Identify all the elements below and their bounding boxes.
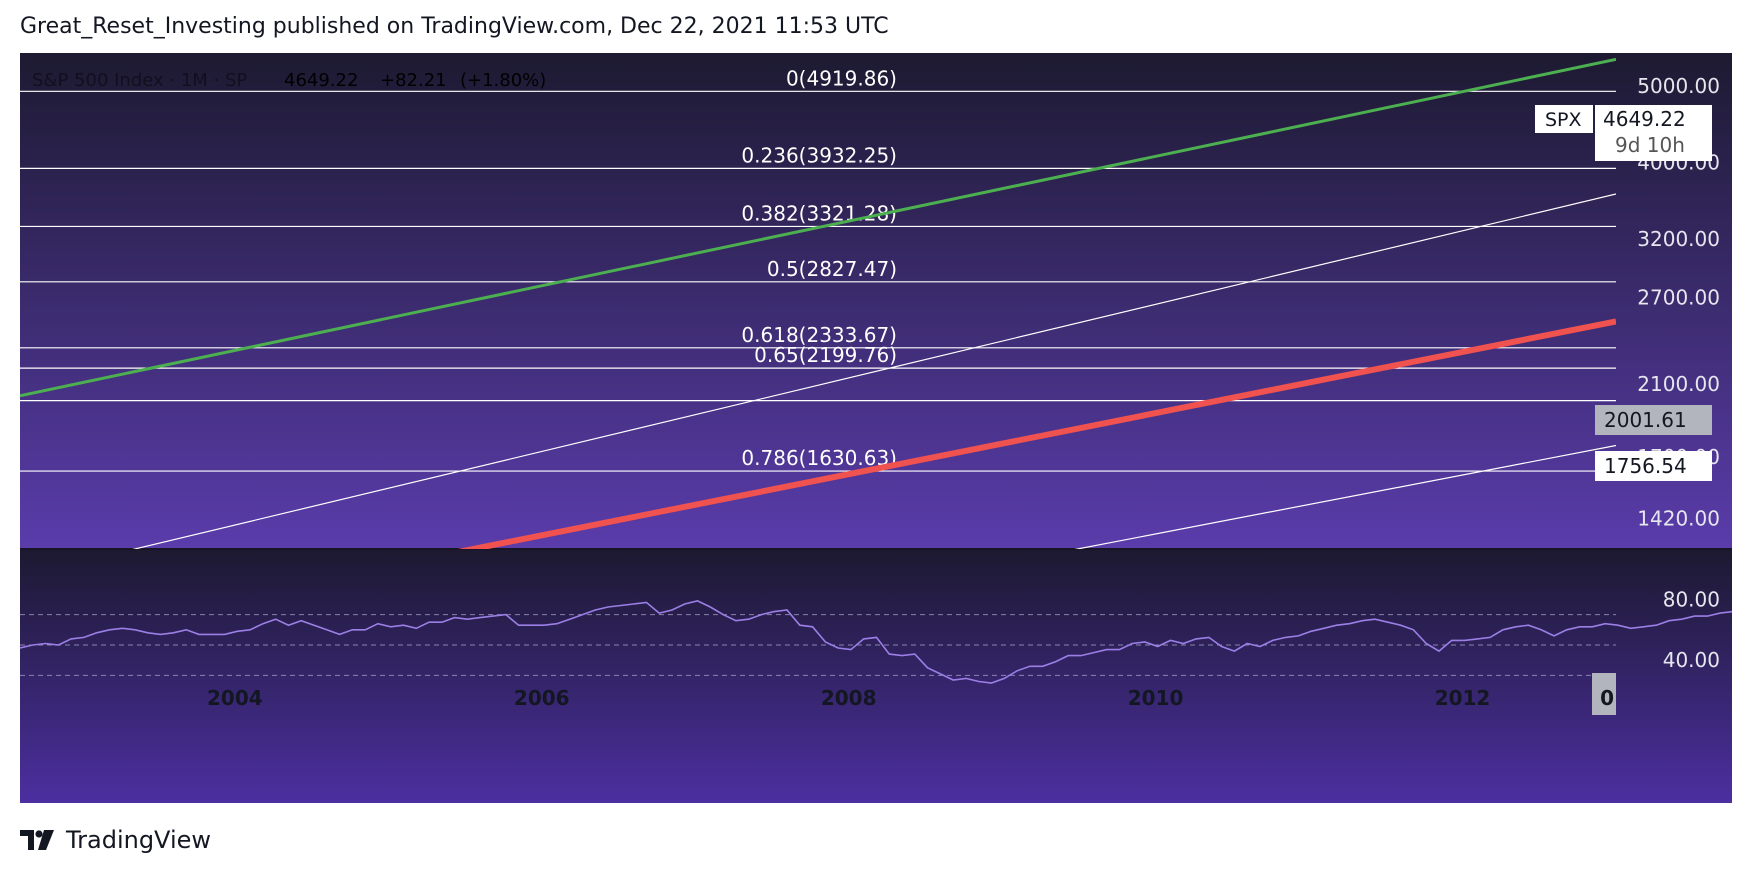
marker-white[interactable]: 1756.54 [1595,451,1712,481]
rsi-pane[interactable]: 80.00 40.00 [20,587,1732,684]
tradingview-logo-icon [20,830,54,850]
rsi-pane-bg [20,549,1732,803]
publisher-line: Great_Reset_Investing published on Tradi… [20,14,889,39]
legend-change-pct: (+1.80%) [460,70,546,91]
badge-price: 4649.22 [1603,107,1686,131]
rsi-tick-0: 80.00 [1663,587,1720,611]
price-tick-3: 2700.00 [1637,286,1720,310]
fib-level-label-3: 0.5(2827.47) [767,257,897,281]
time-tick-2004: 2004 [207,686,263,710]
price-tick-0: 5000.00 [1637,74,1720,98]
chart-canvas[interactable]: 0(4919.86) 0.236(3932.25) 0.382(3321.28) 0.… [20,53,1732,803]
fib-level-label-0: 0(4919.86) [786,66,897,90]
footer: TradingView [20,823,211,857]
fib-level-label-2: 0.382(3321.28) [741,201,897,225]
legend-symbol: S&P 500 Index · 1M · SP [32,70,247,91]
time-cursor-label: 0 [1600,686,1614,710]
rsi-tick-1: 40.00 [1663,648,1720,672]
time-tick-2010: 2010 [1128,686,1184,710]
trend-line-lower-channel[interactable] [20,318,1616,639]
price-tick-2: 3200.00 [1637,227,1720,251]
marker-white-label: 1756.54 [1604,454,1687,478]
trend-channel[interactable] [20,57,1616,752]
badge-countdown: 9d 10h [1615,133,1685,157]
fib-level-label-6: 0.786(1630.63) [741,446,897,470]
fib-retracement[interactable]: 0(4919.86) 0.236(3932.25) 0.382(3321.28) 0.… [20,66,1616,472]
time-tick-2006: 2006 [514,686,570,710]
marker-grey[interactable]: 2001.61 [1595,405,1712,435]
price-pane-bg [20,53,1732,549]
price-badge[interactable]: SPX 4649.22 9d 10h [1535,105,1712,161]
marker-grey-label: 2001.61 [1604,408,1687,432]
badge-symbol: SPX [1545,109,1582,131]
time-tick-2012: 2012 [1435,686,1491,710]
price-tick-6: 1420.00 [1637,507,1720,531]
trend-line-middle-channel[interactable] [20,193,1616,577]
time-cursor-marker[interactable] [1592,673,1616,715]
trend-line-bottom-channel[interactable] [20,444,1616,752]
time-tick-2008: 2008 [821,686,877,710]
rsi-series-line[interactable] [20,600,1732,684]
time-axis[interactable]: 2004 2006 2008 2010 2012 0 [207,673,1616,715]
fib-level-label-1: 0.236(3932.25) [741,143,897,167]
legend-change: +82.21 [380,70,447,91]
fib-level-label-4: 0.618(2333.67) [741,323,897,347]
fib-level-label-5: 0.65(2199.76) [754,343,897,367]
chart-frame[interactable]: 0(4919.86) 0.236(3932.25) 0.382(3321.28) 0.… [20,53,1732,803]
legend-last: 4649.22 [284,70,358,91]
price-tick-4: 2100.00 [1637,372,1720,396]
trend-line-upper-channel[interactable] [20,57,1616,398]
brand-name: TradingView [66,826,212,854]
